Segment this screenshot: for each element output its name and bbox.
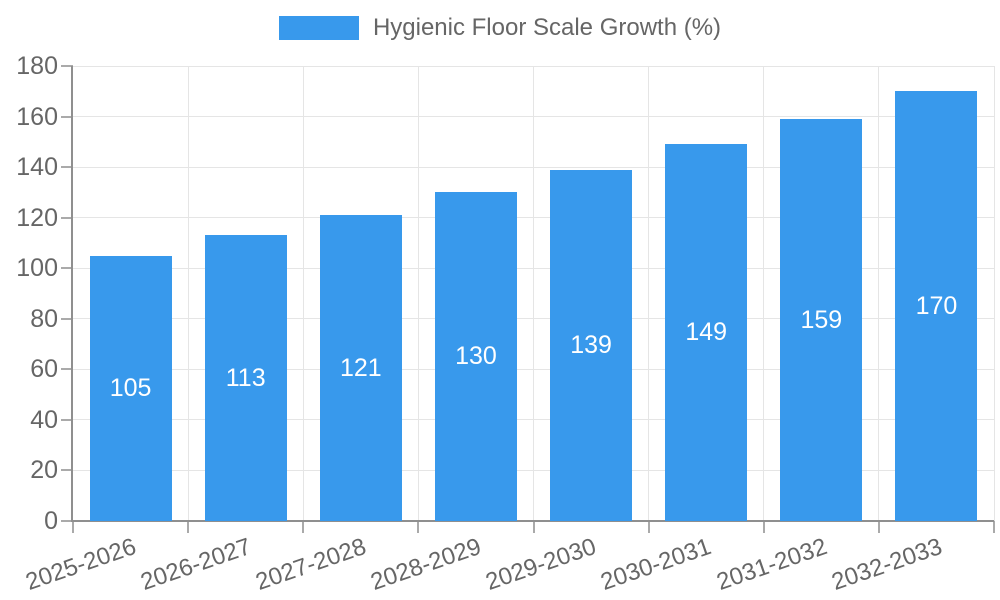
x-tick-mark — [647, 521, 650, 533]
legend-swatch[interactable] — [278, 16, 359, 40]
bar-value-label: 170 — [915, 291, 958, 320]
y-tick-label: 80 — [30, 304, 58, 333]
x-tick-label: 2026-2027 — [137, 533, 255, 596]
x-tick-label: 2025-2026 — [22, 533, 140, 596]
y-tick-label: 180 — [16, 52, 58, 80]
y-tick-mark — [61, 115, 73, 118]
bar-value-label: 130 — [455, 342, 497, 371]
bar-2031-2032[interactable]: 159 — [780, 119, 863, 521]
y-tick-mark — [61, 520, 73, 522]
x-tick-mark — [417, 521, 420, 533]
x-tick-label: 2030-2031 — [597, 533, 715, 596]
x-tick-mark — [532, 521, 535, 533]
x-tick-label: 2027-2028 — [252, 533, 370, 596]
bar-value-label: 149 — [685, 318, 728, 347]
x-tick-label: 2031-2032 — [712, 533, 831, 596]
x-gridline — [878, 66, 880, 521]
bar-value-label: 113 — [225, 363, 266, 392]
y-axis-line — [71, 66, 73, 521]
y-tick-mark — [61, 166, 73, 169]
x-tick-label: 2029-2030 — [482, 533, 600, 596]
y-tick-label: 0 — [44, 507, 58, 535]
bar-2025-2026[interactable]: 105 — [89, 255, 172, 521]
y-tick-label: 100 — [16, 254, 58, 283]
y-tick-label: 40 — [30, 405, 58, 434]
bar-2026-2027[interactable]: 113 — [204, 235, 287, 521]
y-tick-label: 60 — [30, 355, 58, 384]
x-gridline — [763, 66, 765, 521]
y-tick-mark — [61, 216, 73, 219]
x-tick-mark — [877, 521, 880, 533]
x-gridline — [648, 66, 650, 521]
bar-2027-2028[interactable]: 121 — [319, 215, 402, 521]
x-tick-mark — [762, 521, 765, 533]
y-tick-mark — [61, 317, 73, 320]
bar-2032-2033[interactable]: 170 — [895, 91, 978, 521]
y-tick-mark — [61, 65, 73, 67]
bar-2029-2030[interactable]: 139 — [550, 169, 633, 521]
bar-value-label: 139 — [570, 330, 612, 359]
y-tick-mark — [61, 469, 73, 472]
x-tick-mark — [187, 521, 190, 533]
bar-value-label: 121 — [339, 353, 382, 382]
x-gridline — [993, 66, 995, 521]
x-gridline — [302, 66, 304, 521]
bar-value-label: 159 — [800, 305, 843, 334]
x-tick-label: 2028-2029 — [367, 533, 485, 596]
y-tick-label: 140 — [16, 153, 58, 182]
x-gridline — [533, 66, 534, 521]
bar-2028-2029[interactable]: 130 — [434, 192, 517, 521]
y-tick-label: 160 — [16, 102, 58, 131]
x-tick-mark — [302, 521, 305, 533]
x-tick-mark — [72, 521, 74, 533]
x-axis-line — [71, 520, 994, 522]
legend-label: Hygienic Floor Scale Growth (%) — [372, 14, 722, 41]
x-tick-label: 2032-2033 — [827, 533, 946, 596]
y-tick-label: 120 — [16, 203, 58, 232]
legend[interactable]: Hygienic Floor Scale Growth (%) — [0, 14, 1000, 42]
y-tick-label: 20 — [30, 456, 58, 485]
y-tick-mark — [61, 418, 73, 421]
y-tick-mark — [61, 368, 73, 371]
bar-value-label: 105 — [109, 373, 152, 402]
bar-2030-2031[interactable]: 149 — [665, 144, 748, 521]
x-gridline — [187, 66, 189, 521]
x-tick-mark — [993, 521, 995, 533]
x-gridline — [417, 66, 419, 521]
y-tick-mark — [61, 267, 73, 270]
